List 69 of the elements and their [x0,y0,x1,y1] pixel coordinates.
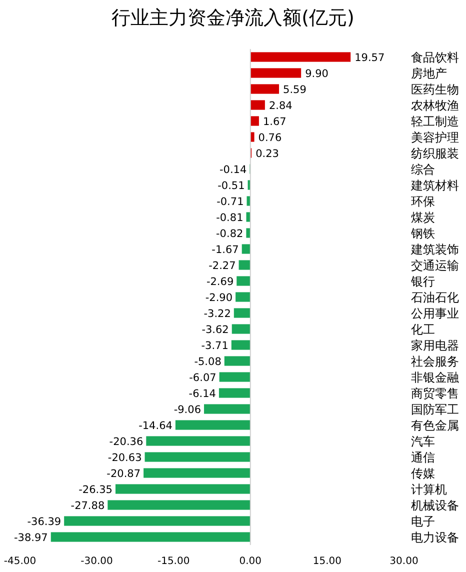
x-tick-label: 30.00 [390,556,418,567]
data-label: 19.57 [354,52,385,64]
data-label: -3.62 [202,324,229,336]
y-tick-label: 轻工制造 [411,114,459,128]
data-label: -1.67 [212,244,239,256]
data-label: 1.67 [262,116,286,128]
y-tick-label: 纺织服装 [411,146,459,160]
y-tick-label: 石油石化 [411,290,459,304]
y-tick-label: 国防军工 [411,402,459,416]
data-label: 5.59 [283,84,306,96]
data-label: -3.71 [201,340,228,352]
data-label: -2.27 [208,260,236,272]
x-tick-label: -45.00 [4,556,36,567]
data-label: -6.07 [189,372,216,384]
data-label: -9.06 [174,404,202,416]
y-tick-label: 建筑装饰 [410,242,459,256]
data-label: -0.14 [220,164,247,176]
y-tick-label: 通信 [411,450,435,464]
y-tick-label: 非银金融 [411,370,459,384]
data-label: -20.87 [106,468,141,480]
y-tick-label: 计算机 [411,482,447,496]
y-tick-label: 交通运输 [411,258,459,272]
data-label: -20.63 [108,452,142,464]
data-label: -5.08 [194,356,222,368]
y-tick-label: 公用事业 [411,306,459,320]
y-tick-label: 银行 [410,274,435,288]
y-tick-label: 钢铁 [410,226,435,240]
y-tick-label: 食品饮料 [411,50,459,64]
y-tick-label: 电力设备 [411,530,459,544]
data-label: -20.36 [109,436,144,448]
y-tick-label: 煤炭 [411,210,435,224]
y-tick-label: 机械设备 [411,498,459,512]
data-label: 0.76 [258,132,282,144]
y-tick-label: 化工 [411,322,435,336]
y-tick-label: 电子 [411,514,435,528]
y-tick-label: 房地产 [411,66,447,80]
data-label: -0.81 [216,212,244,224]
y-tick-label: 环保 [411,194,435,208]
x-tick-label: -30.00 [80,556,113,567]
data-label: -3.22 [204,308,231,320]
y-tick-label: 建筑材料 [410,178,459,192]
data-label: -14.64 [138,420,173,432]
data-label: -0.51 [218,180,245,192]
data-label: -36.39 [27,516,62,528]
chart-title: 行业主力资金净流入额(亿元) [112,7,354,29]
y-tick-label: 综合 [411,162,435,176]
data-label: -0.71 [216,196,244,208]
y-tick-label: 社会服务 [411,354,459,368]
data-label: 0.23 [256,148,279,160]
x-tick-label: -15.00 [157,556,190,567]
data-label: -2.69 [206,276,234,288]
y-tick-label: 医药生物 [411,82,459,96]
y-tick-label: 商贸零售 [411,386,459,400]
data-label: -26.35 [78,484,112,496]
data-label: 9.90 [305,68,328,80]
data-label: -2.90 [205,292,233,304]
x-tick-label: 15.00 [312,556,342,567]
y-tick-label: 家用电器 [411,338,459,352]
data-label: -38.97 [14,532,48,544]
y-tick-label: 传媒 [411,466,435,480]
x-tick-label: 0.00 [239,556,262,567]
y-tick-label: 美容护理 [411,130,459,144]
data-label: 2.84 [268,100,293,112]
data-label: -0.82 [216,228,244,240]
y-tick-label: 有色金属 [411,418,459,432]
data-label: -27.88 [70,500,105,512]
y-tick-label: 农林牧渔 [411,98,459,112]
data-label: -6.14 [188,388,216,400]
y-tick-label: 汽车 [411,434,435,448]
